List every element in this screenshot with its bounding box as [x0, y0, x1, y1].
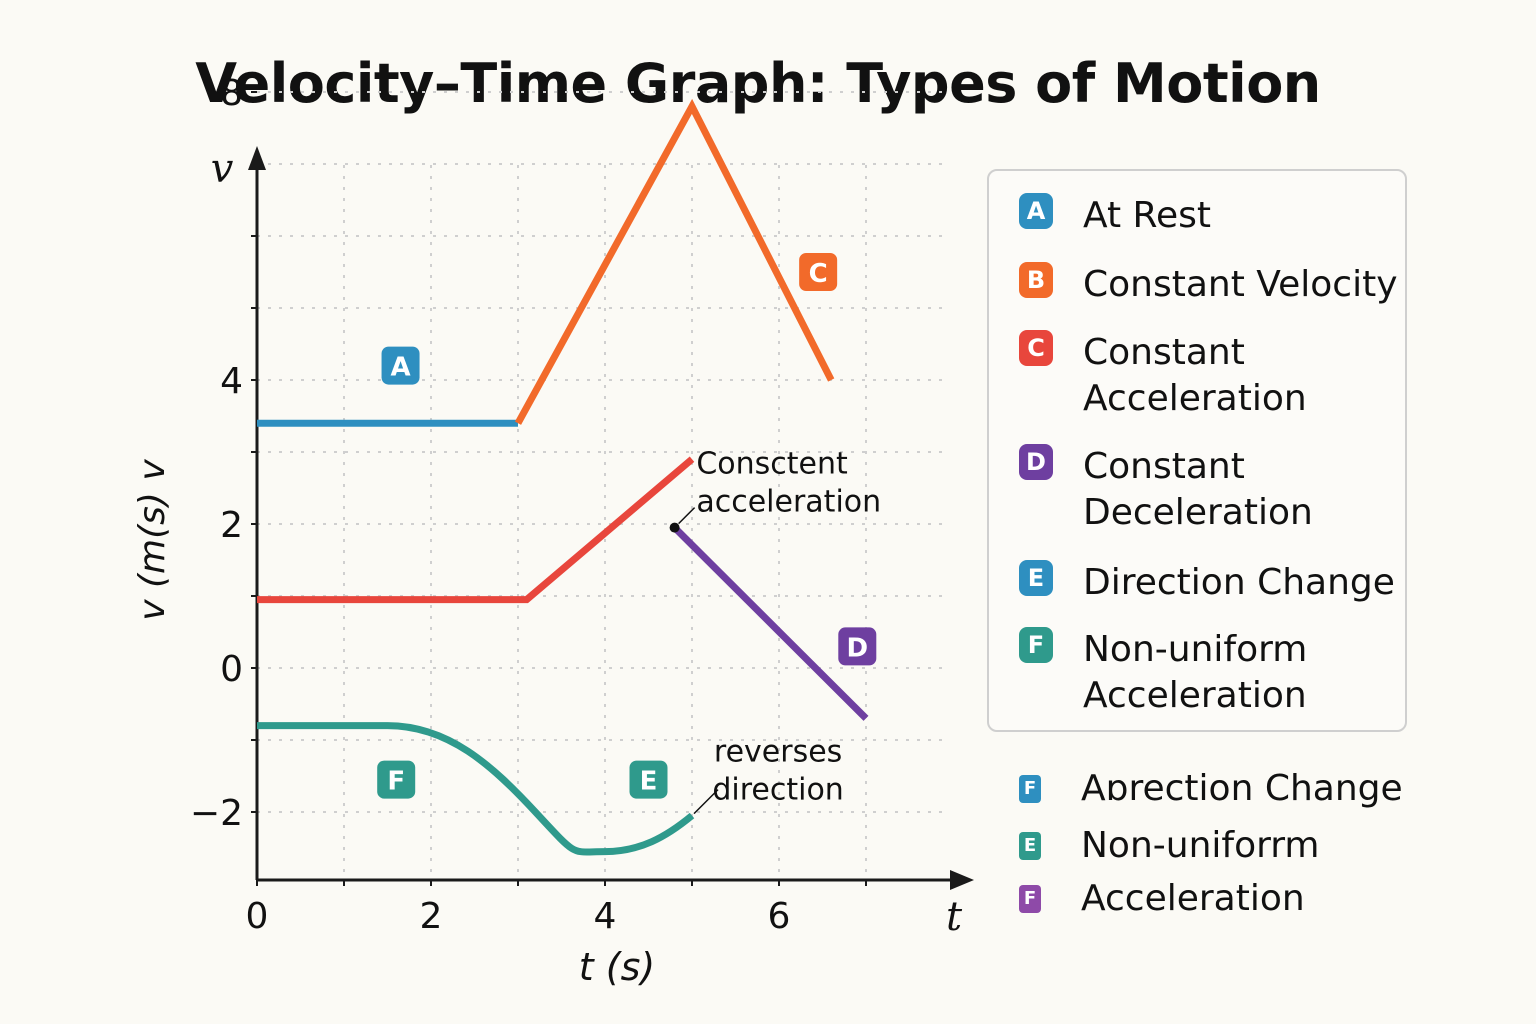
- point-label-text-c: C: [809, 259, 828, 289]
- legend-item-f: F Non-uniform Acceleration: [1019, 627, 1423, 719]
- extra-legend-badge: E: [1019, 831, 1041, 860]
- extra-legend-badge: F: [1019, 884, 1041, 913]
- legend-badge: E: [1019, 560, 1053, 596]
- series-line-d: [672, 525, 869, 721]
- legend-item-d: D Constant Deceleration: [1019, 444, 1423, 536]
- point-label-text-e: E: [640, 767, 658, 797]
- point-label-text-d: D: [847, 633, 869, 663]
- annotation-leader: [678, 507, 696, 525]
- annotation-text: direction: [712, 773, 843, 808]
- x-axis-label: t (s): [579, 945, 655, 989]
- y-tick-label: 8: [220, 73, 243, 114]
- extra-legend-badge: F: [1019, 774, 1041, 803]
- legend-badge: C: [1019, 330, 1053, 366]
- series-line-b: [514, 98, 835, 425]
- extra-legend-label: Acceleration: [1081, 878, 1305, 919]
- legend-badge: B: [1019, 262, 1053, 298]
- extra-legend-label: Non-uniforrm: [1081, 825, 1320, 866]
- x-tick-label: 6: [768, 896, 791, 937]
- annotation-leader: [693, 789, 719, 815]
- point-label-badge-a: [381, 346, 420, 385]
- y-tick-label: −2: [190, 793, 243, 834]
- extra-legend-item: F Acceleration: [1019, 878, 1305, 919]
- legend-badge: F: [1019, 627, 1053, 663]
- annotation-text: Consctent: [696, 447, 848, 482]
- extra-legend-label: Aɒrection Change: [1081, 768, 1403, 809]
- point-label-text-f: F: [387, 767, 405, 797]
- series-line-f: [257, 722, 695, 856]
- legend-item-c: C Constant Acceleration: [1019, 330, 1423, 422]
- point-labels: A C D F E: [377, 253, 877, 799]
- legend-label: Constant Velocity: [1083, 264, 1398, 305]
- point-label-badge-e: [629, 760, 668, 799]
- legend-label: Constant Acceleration: [1083, 332, 1307, 419]
- y-axis-arrow: [248, 146, 266, 170]
- x-tick-label: 2: [420, 896, 443, 937]
- page-title: Velocity–Time Graph: Types of Motion: [195, 52, 1321, 115]
- legend-item-b: B Constant Velocity: [1019, 262, 1398, 308]
- x-tick-label: 0: [246, 896, 269, 937]
- point-label-badge-c: [799, 253, 838, 291]
- legend-item-a: A At Rest: [1019, 193, 1211, 239]
- axes: 8 4 2 0 −2 0 2 4 6 t (s) t v (m(s) v v: [132, 73, 974, 989]
- legend-label: At Rest: [1083, 195, 1211, 236]
- legend-item-e: E Direction Change: [1019, 560, 1395, 606]
- grid: [257, 91, 950, 880]
- legend-badge: D: [1019, 444, 1053, 480]
- y-axis-end-label: v: [211, 146, 234, 192]
- series-line-c: [257, 456, 695, 604]
- x-axis-arrow: [950, 870, 974, 890]
- y-tick-label: 0: [220, 649, 243, 690]
- legend-label: Constant Deceleration: [1083, 446, 1313, 533]
- annotation-point: [669, 522, 680, 533]
- extra-legend-item: E Non-uniforrm: [1019, 825, 1320, 866]
- x-axis-end-label: t: [946, 894, 963, 940]
- annotation-text: acceleration: [696, 485, 881, 520]
- y-tick-label: 4: [220, 361, 243, 402]
- point-label-badge-f: [377, 760, 416, 799]
- y-axis-label: v (m(s) v: [132, 459, 173, 621]
- point-label-text-a: A: [390, 353, 410, 383]
- x-tick-label: 4: [594, 896, 617, 937]
- velocity-time-chart: 8 4 2 0 −2 0 2 4 6 t (s) t v (m(s) v v A C D F E Conscte…: [132, 73, 974, 989]
- y-tick-label: 2: [220, 505, 243, 546]
- annotation-text: reverses: [714, 735, 842, 770]
- legend-label: Direction Change: [1083, 562, 1395, 603]
- point-label-badge-d: [838, 627, 877, 666]
- series-lines: [257, 98, 869, 856]
- extra-legend-item: F Aɒrection Change: [1019, 768, 1403, 809]
- legend: [987, 169, 1407, 732]
- legend-label: Non-uniform Acceleration: [1083, 629, 1308, 716]
- legend-badge: A: [1019, 193, 1053, 229]
